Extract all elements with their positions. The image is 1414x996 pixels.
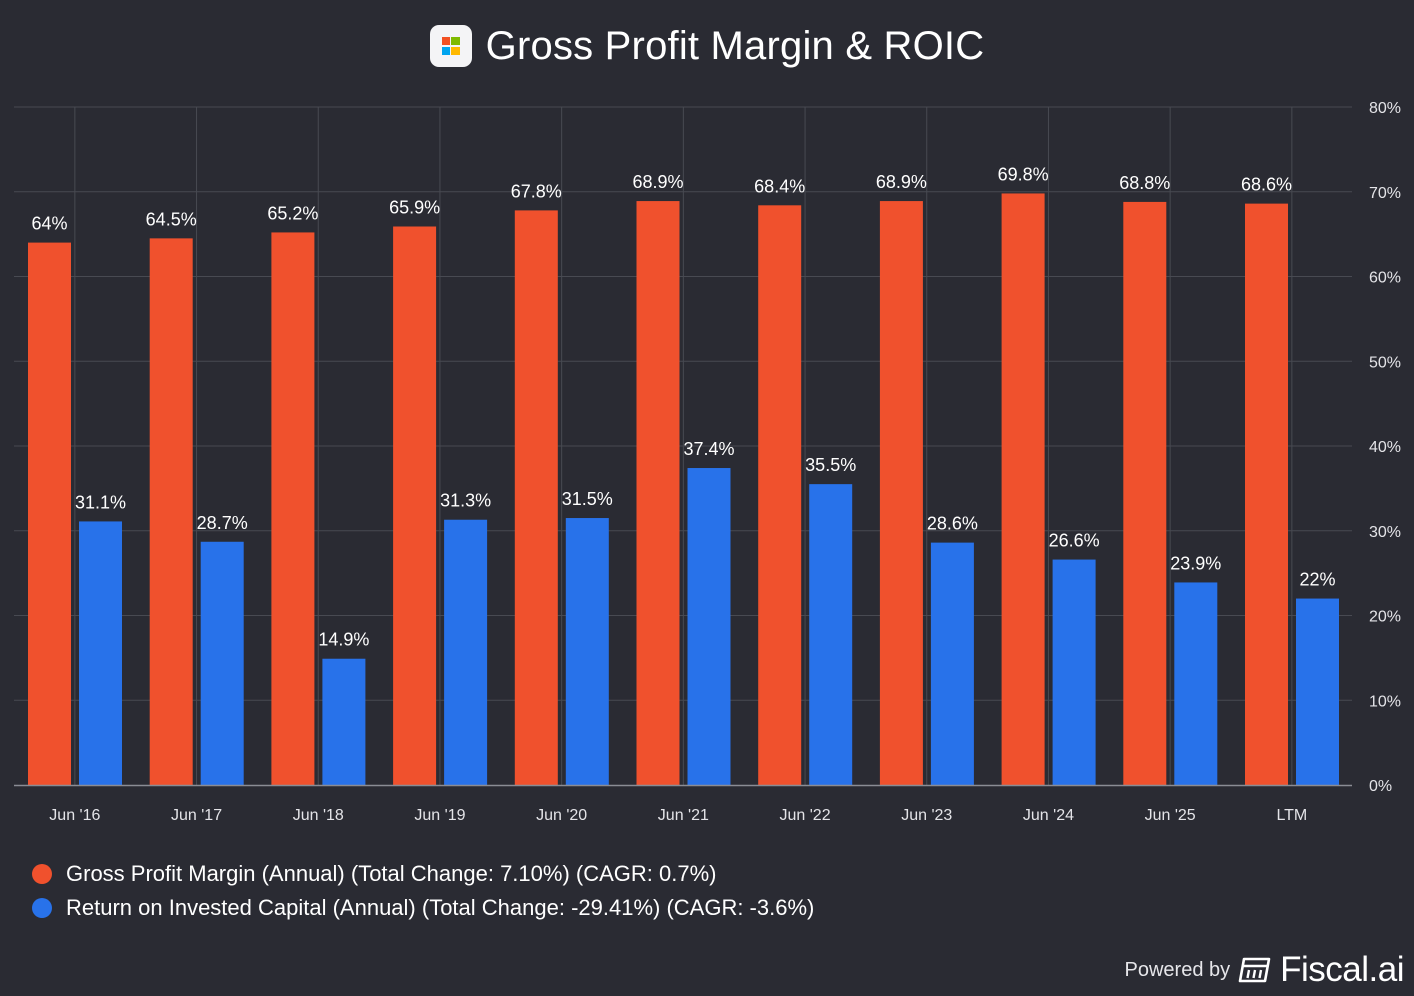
x-tick-label: Jun '18 <box>293 807 344 824</box>
powered-by-footer[interactable]: Powered by Fiscal.ai <box>1125 950 1405 990</box>
x-tick-label: Jun '16 <box>49 807 100 824</box>
data-label-gross-profit-margin: 68.9% <box>632 172 683 192</box>
data-label-gross-profit-margin: 68.4% <box>754 176 805 196</box>
data-label-roic: 31.5% <box>562 489 613 509</box>
data-label-roic: 31.1% <box>75 492 126 512</box>
bar-gross-profit-margin[interactable] <box>636 201 680 785</box>
bar-roic[interactable] <box>687 468 731 785</box>
logo-square-yellow <box>451 46 460 55</box>
y-tick-label: 30% <box>1369 524 1401 541</box>
data-label-roic: 35.5% <box>805 455 856 475</box>
powered-by-label: Powered by <box>1124 958 1231 981</box>
bar-gross-profit-margin[interactable] <box>28 242 71 786</box>
x-tick-label: Jun '22 <box>780 807 831 824</box>
logo-square-red <box>441 37 450 46</box>
y-tick-label: 40% <box>1369 439 1401 456</box>
bar-gross-profit-margin[interactable] <box>1245 203 1288 786</box>
bar-roic[interactable] <box>200 541 244 785</box>
x-tick-label: LTM <box>1276 807 1307 824</box>
company-logo <box>429 25 472 67</box>
y-tick-label: 0% <box>1369 778 1392 795</box>
data-label-gross-profit-margin: 65.2% <box>267 203 318 223</box>
data-label-roic: 14.9% <box>318 630 369 650</box>
data-label-gross-profit-margin: 68.9% <box>876 172 927 192</box>
legend-dot-gross-profit <box>32 864 52 884</box>
data-label-gross-profit-margin: 67.8% <box>511 181 562 201</box>
data-label-gross-profit-margin: 68.8% <box>1119 173 1170 193</box>
data-label-roic: 31.3% <box>440 491 491 511</box>
data-label-roic: 28.7% <box>197 513 248 533</box>
bar-gross-profit-margin[interactable] <box>1001 193 1045 785</box>
data-label-gross-profit-margin: 69.8% <box>998 164 1049 184</box>
bar-roic[interactable] <box>322 658 366 785</box>
bar-roic[interactable] <box>1174 582 1218 785</box>
bar-gross-profit-margin[interactable] <box>1123 201 1167 786</box>
data-label-roic: 23.9% <box>1170 553 1221 573</box>
x-tick-label: Jun '24 <box>1023 807 1074 824</box>
y-tick-label: 80% <box>1369 100 1401 117</box>
data-label-gross-profit-margin: 64% <box>31 214 67 234</box>
x-tick-label: Jun '20 <box>536 807 587 824</box>
y-tick-label: 10% <box>1369 693 1401 710</box>
legend-dot-roic <box>32 898 52 918</box>
fiscal-ai-logo-icon <box>1238 957 1271 983</box>
bars <box>28 193 1339 786</box>
microsoft-logo-icon <box>441 37 460 55</box>
logo-square-green <box>451 37 460 46</box>
y-tick-label: 70% <box>1369 185 1401 202</box>
logo-square-blue <box>441 46 450 55</box>
x-tick-label: Jun '21 <box>658 807 709 824</box>
data-label-gross-profit-margin: 65.9% <box>389 197 440 217</box>
bar-chart: 64% 64.5% 65.2% 65.9% 67.8% 68.9% 68.4% 68.9% 69… <box>14 100 1401 824</box>
data-label-roic: 26.6% <box>1049 531 1100 551</box>
fiscal-ai-brand: Fiscal.ai <box>1280 950 1404 989</box>
x-tick-label: Jun '19 <box>414 807 465 824</box>
data-label-gross-profit-margin: 68.6% <box>1241 175 1292 195</box>
bar-gross-profit-margin[interactable] <box>879 201 923 785</box>
bar-roic[interactable] <box>444 519 488 785</box>
bar-gross-profit-margin[interactable] <box>393 226 437 785</box>
legend-item-gross-profit[interactable]: Gross Profit Margin (Annual) (Total Chan… <box>32 857 814 891</box>
chart-legend: Gross Profit Margin (Annual) (Total Chan… <box>32 857 814 925</box>
bar-gross-profit-margin[interactable] <box>758 205 802 785</box>
bar-roic[interactable] <box>1052 559 1096 785</box>
data-label-roic: 37.4% <box>683 439 734 459</box>
data-label-gross-profit-margin: 64.5% <box>146 209 197 229</box>
y-tick-label: 60% <box>1369 270 1401 287</box>
legend-item-roic[interactable]: Return on Invested Capital (Annual) (Tot… <box>32 891 814 925</box>
data-label-roic: 28.6% <box>927 514 978 534</box>
data-labels: 64% 64.5% 65.2% 65.9% 67.8% 68.9% 68.4% 68.9% 69… <box>31 164 1335 649</box>
bar-roic[interactable] <box>79 521 122 785</box>
y-tick-label: 50% <box>1369 354 1401 371</box>
bar-roic[interactable] <box>1296 598 1339 785</box>
legend-label-gross-profit: Gross Profit Margin (Annual) (Total Chan… <box>66 861 717 886</box>
bar-gross-profit-margin[interactable] <box>149 238 193 786</box>
bar-roic[interactable] <box>809 484 853 785</box>
x-tick-label: Jun '23 <box>901 807 952 824</box>
x-tick-label: Jun '17 <box>171 807 222 824</box>
data-label-roic: 22% <box>1299 570 1335 590</box>
legend-label-roic: Return on Invested Capital (Annual) (Tot… <box>66 895 815 920</box>
bar-roic[interactable] <box>565 518 609 785</box>
chart-title: Gross Profit Margin & ROIC <box>485 23 985 68</box>
bar-gross-profit-margin[interactable] <box>271 232 315 785</box>
bar-gross-profit-margin[interactable] <box>514 210 558 785</box>
y-tick-label: 20% <box>1369 609 1401 626</box>
axes: 0% 10% 20% 30% 40% 50% 60% 70% 80% Jun '16 Jun '17… <box>14 100 1401 824</box>
chart-title-bar: Gross Profit Margin & ROIC <box>0 20 1414 72</box>
x-tick-label: Jun '25 <box>1145 807 1196 824</box>
bar-roic[interactable] <box>930 542 974 785</box>
